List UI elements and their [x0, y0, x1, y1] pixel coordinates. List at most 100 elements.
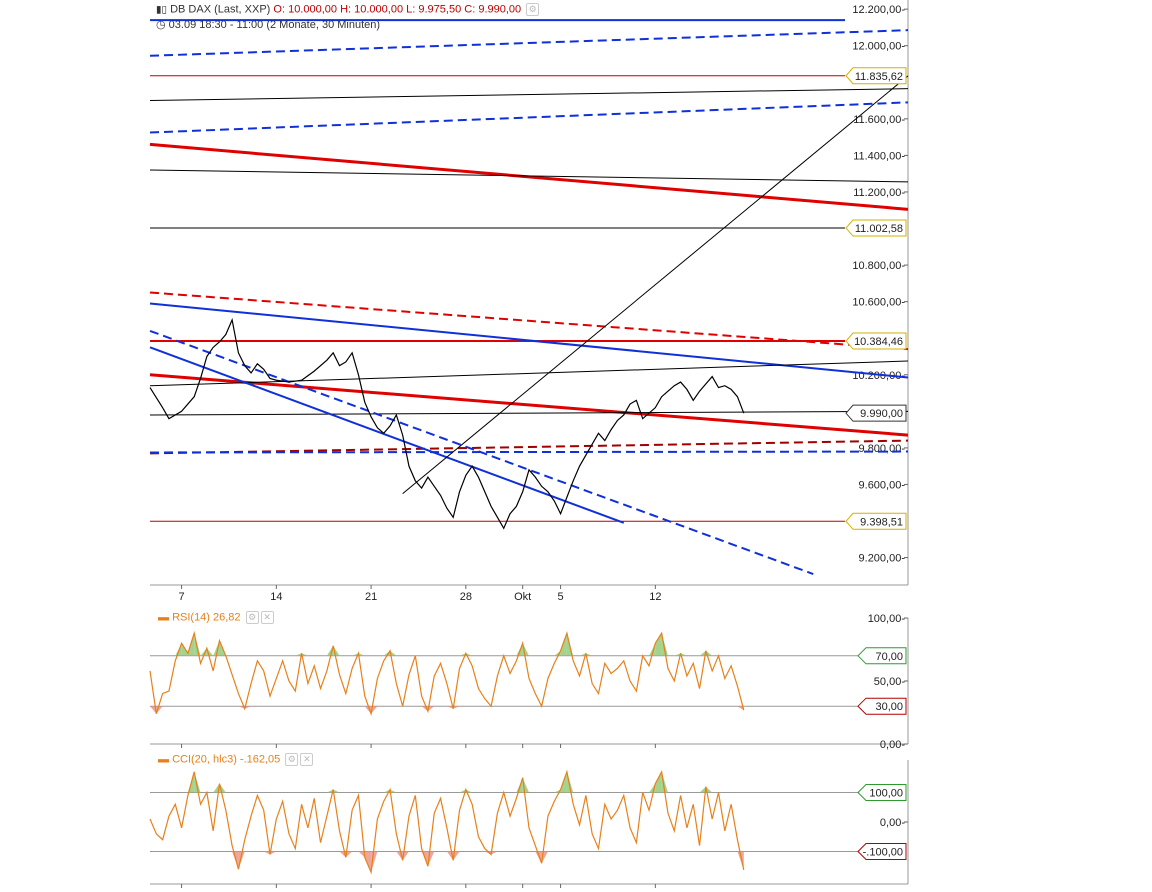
oversold-fill	[402, 851, 409, 861]
oversold-fill	[244, 706, 252, 709]
price-badge-label: 11.835,62	[855, 71, 903, 83]
cci-label: ▬ CCI(20, hlc3) -.162,05 ⚙ ✕	[158, 753, 314, 766]
overbought-fill	[585, 653, 593, 656]
cci-title: CCI(20, hlc3) -.162,05	[172, 753, 281, 766]
overbought-fill	[661, 633, 668, 656]
period-label: 03.09 18:30 - 11:00 (2 Monate, 30 Minute…	[168, 19, 381, 31]
overbought-fill	[175, 643, 182, 656]
low-value: L: 9.975,50	[406, 3, 462, 16]
y-tick-label: 0,00-	[880, 739, 905, 751]
oversold-fill	[270, 851, 277, 855]
overbought-fill	[655, 771, 662, 793]
price-badge	[845, 404, 907, 422]
overbought-fill	[579, 653, 586, 656]
level-badge-label: -.100,00	[863, 847, 903, 859]
y-tick-label: 9.800,00-	[859, 443, 906, 455]
level-badge	[857, 697, 907, 715]
close-value: C: 9.990,00	[464, 3, 522, 16]
cci-close-icon[interactable]: ✕	[300, 753, 314, 766]
trendline	[149, 329, 814, 575]
overbought-fill	[649, 643, 656, 656]
overbought-fill	[301, 653, 308, 656]
overbought-fill	[699, 650, 706, 656]
high-value: H: 10.000,00	[340, 3, 404, 16]
overbought-fill	[200, 648, 207, 656]
oversold-fill	[358, 851, 365, 858]
oversold-fill	[737, 706, 744, 711]
oversold-fill	[427, 706, 435, 712]
price-badge-label: 11.002,58	[855, 223, 903, 235]
period-row: ◷ 03.09 18:30 - 11:00 (2 Monate, 30 Minu…	[156, 18, 380, 31]
oversold-fill	[238, 706, 245, 709]
clock-icon: ◷	[156, 19, 166, 31]
x-tick-label: 21	[365, 591, 377, 603]
cci-pane: 0,00- 100,00 -.100,00	[149, 760, 909, 888]
y-tick-label: 0,00-	[880, 817, 905, 829]
overbought-fill	[390, 789, 397, 793]
overbought-fill	[674, 653, 681, 656]
overbought-fill	[194, 633, 201, 656]
level-badge	[857, 843, 907, 861]
level-badge	[857, 647, 907, 665]
cci-settings-icon[interactable]: ⚙	[285, 753, 299, 766]
rsi-pane: 100,00- 50,00- 0,00- 70,00 30,00	[149, 613, 909, 751]
overbought-fill	[213, 783, 220, 793]
cci-color-icon: ▬	[158, 753, 169, 766]
rsi-color-icon: ▬	[158, 611, 169, 624]
y-tick-label: 11.200,00-	[853, 187, 905, 199]
x-tick-label: 7	[179, 591, 185, 603]
y-tick-label: 9.600,00-	[859, 479, 906, 491]
x-tick-label: Okt	[514, 591, 531, 603]
price-pane: 12.200,00- 12.000,00- 11.600,00- 11.400,00-…	[149, 0, 909, 603]
oversold-fill	[345, 851, 353, 858]
trendline	[149, 439, 909, 455]
overbought-fill	[699, 786, 706, 793]
rsi-settings-icon[interactable]: ⚙	[245, 611, 259, 624]
settings-icon[interactable]: ⚙	[526, 3, 540, 16]
chart-header: ▮▯ DB DAX (Last, XXP) O: 10.000,00 H: 10…	[156, 3, 540, 16]
trendline	[149, 373, 909, 437]
trendline	[149, 360, 909, 387]
trendline	[402, 75, 909, 494]
price-badge	[845, 67, 907, 85]
x-tick-label: 28	[460, 591, 472, 603]
oversold-fill	[453, 706, 460, 709]
price-badge	[845, 512, 907, 530]
trendline	[149, 142, 909, 211]
oversold-fill	[238, 851, 245, 870]
overbought-fill	[566, 633, 574, 656]
x-tick-label: 5	[558, 591, 564, 603]
trendline	[149, 101, 909, 134]
overbought-fill	[352, 653, 359, 656]
overbought-fill	[459, 789, 466, 793]
overbought-fill	[661, 771, 668, 793]
trendline	[149, 169, 909, 183]
overbought-fill	[655, 633, 662, 656]
price-badge-label: 10.384,46	[854, 336, 903, 348]
overbought-fill	[213, 640, 220, 656]
oversold-fill	[453, 851, 460, 861]
overbought-fill	[295, 653, 302, 656]
y-tick-label: 12.200,00-	[852, 4, 905, 16]
x-tick-label: 12	[649, 591, 661, 603]
trendline	[149, 29, 909, 57]
open-value: O: 10.000,00	[273, 3, 338, 16]
indicator-series-line	[149, 630, 745, 717]
oversold-fill	[737, 851, 744, 870]
overbought-fill	[358, 653, 365, 656]
indicator-series-line	[149, 769, 745, 875]
rsi-close-icon[interactable]: ✕	[260, 611, 274, 624]
oversold-fill	[263, 851, 271, 855]
price-badge-label: 9.398,51	[860, 516, 903, 528]
price-series-line	[149, 317, 745, 530]
overbought-fill	[680, 653, 687, 656]
price-badge-label: 9.990,00	[860, 408, 903, 420]
overbought-fill	[705, 786, 713, 793]
trendline	[149, 88, 909, 102]
price-badge	[845, 332, 907, 350]
oversold-fill	[150, 706, 157, 714]
overbought-fill	[326, 789, 334, 793]
level-badge-label: 70,00	[875, 651, 903, 663]
y-tick-label: 10.600,00-	[852, 297, 905, 309]
